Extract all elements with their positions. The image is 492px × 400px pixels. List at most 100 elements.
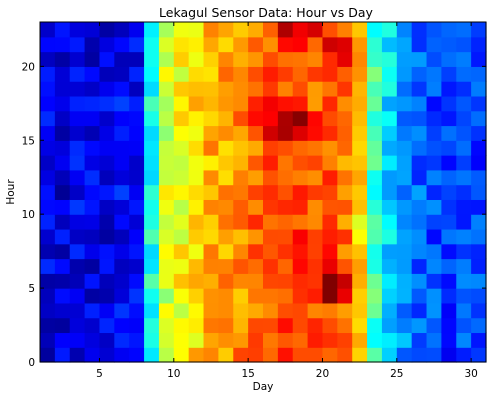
heatmap-cell [263, 169, 279, 186]
heatmap-cell [69, 81, 86, 97]
heatmap-cell [292, 347, 309, 363]
heatmap-cell [99, 317, 115, 334]
heatmap-cell [411, 125, 428, 141]
heatmap-cell [471, 288, 487, 304]
heatmap-cell [40, 36, 56, 53]
heatmap-cell [129, 140, 145, 156]
heatmap-cell [322, 332, 338, 348]
heatmap-cell [248, 110, 264, 127]
heatmap-cell [367, 317, 383, 334]
heatmap-cell [114, 228, 130, 245]
heatmap-cell [218, 155, 234, 171]
heatmap-cell [396, 228, 413, 245]
heatmap-cell [129, 36, 145, 53]
heatmap-cell [292, 22, 309, 38]
heatmap-cell [263, 66, 279, 82]
heatmap-cell [99, 199, 115, 215]
heatmap-cell [322, 140, 338, 156]
heatmap-cell [396, 214, 413, 230]
heatmap-cell [456, 51, 472, 67]
heatmap-cell [471, 66, 487, 82]
heatmap-cell [40, 51, 56, 67]
heatmap-cell [144, 81, 160, 97]
heatmap-cell [69, 332, 86, 348]
heatmap-cell [411, 140, 428, 156]
heatmap-cell [188, 288, 205, 304]
heatmap-cell [337, 36, 353, 53]
heatmap-cell [381, 228, 398, 245]
plot-frame [39, 21, 487, 363]
heatmap-cell [203, 243, 219, 260]
heatmap-cell [396, 125, 413, 141]
heatmap-cell [396, 273, 413, 289]
heatmap-cell [129, 199, 145, 215]
heatmap-cell [263, 273, 279, 289]
heatmap-cell [188, 81, 205, 97]
heatmap-cell [158, 51, 175, 67]
heatmap-cell [426, 125, 442, 141]
heatmap-cell [99, 169, 115, 186]
heatmap-cell [263, 199, 279, 215]
heatmap-cell [84, 347, 101, 363]
heatmap-cell [248, 258, 264, 274]
heatmap-cell [426, 140, 442, 156]
heatmap-cell [322, 214, 338, 230]
heatmap-cell [337, 332, 353, 348]
heatmap-cell [381, 243, 398, 260]
heatmap-cell [144, 155, 160, 171]
heatmap-cell [263, 258, 279, 274]
heatmap-cell [337, 199, 353, 215]
heatmap-cell [218, 214, 234, 230]
heatmap-cell [40, 81, 56, 97]
heatmap-cell [84, 214, 101, 230]
heatmap-cell [352, 66, 368, 82]
heatmap-cell [54, 258, 71, 274]
heatmap-cell [233, 95, 249, 112]
heatmap-cell [426, 51, 442, 67]
heatmap-cell [144, 51, 160, 67]
heatmap-cell [367, 184, 383, 200]
heatmap-cell [248, 140, 264, 156]
heatmap-cell [307, 273, 324, 289]
heatmap-cell [322, 66, 338, 82]
heatmap-cell [218, 125, 234, 141]
heatmap-cell [40, 288, 56, 304]
heatmap-cell [337, 288, 353, 304]
heatmap-cell [129, 214, 145, 230]
heatmap-cell [40, 155, 56, 171]
heatmap-cell [40, 169, 56, 186]
heatmap-cell [114, 169, 130, 186]
heatmap-cell [367, 228, 383, 245]
heatmap-cell [173, 243, 190, 260]
heatmap-cell [441, 95, 457, 112]
heatmap-cell [99, 184, 115, 200]
heatmap-cell [173, 199, 190, 215]
heatmap-cell [277, 347, 294, 363]
heatmap-cell [441, 51, 457, 67]
heatmap-cell [158, 22, 175, 38]
heatmap-cell [411, 347, 428, 363]
heatmap-cell [307, 288, 324, 304]
heatmap-cell [396, 302, 413, 319]
heatmap-cell [84, 302, 101, 319]
heatmap-cell [40, 228, 56, 245]
heatmap-cell [352, 199, 368, 215]
heatmap-cell [337, 258, 353, 274]
heatmap-cell [69, 302, 86, 319]
heatmap-cell [292, 110, 309, 127]
heatmap-cell [367, 81, 383, 97]
heatmap-cell [233, 140, 249, 156]
heatmap-cell [233, 288, 249, 304]
heatmap-cell [307, 228, 324, 245]
heatmap-cell [381, 95, 398, 112]
heatmap-cell [233, 81, 249, 97]
heatmap-cell [277, 332, 294, 348]
heatmap-cell [144, 110, 160, 127]
heatmap-cell [426, 302, 442, 319]
heatmap-cell [337, 169, 353, 186]
heatmap-cell [456, 110, 472, 127]
heatmap-cell [263, 110, 279, 127]
heatmap-cell [40, 22, 56, 38]
heatmap-cell [307, 243, 324, 260]
